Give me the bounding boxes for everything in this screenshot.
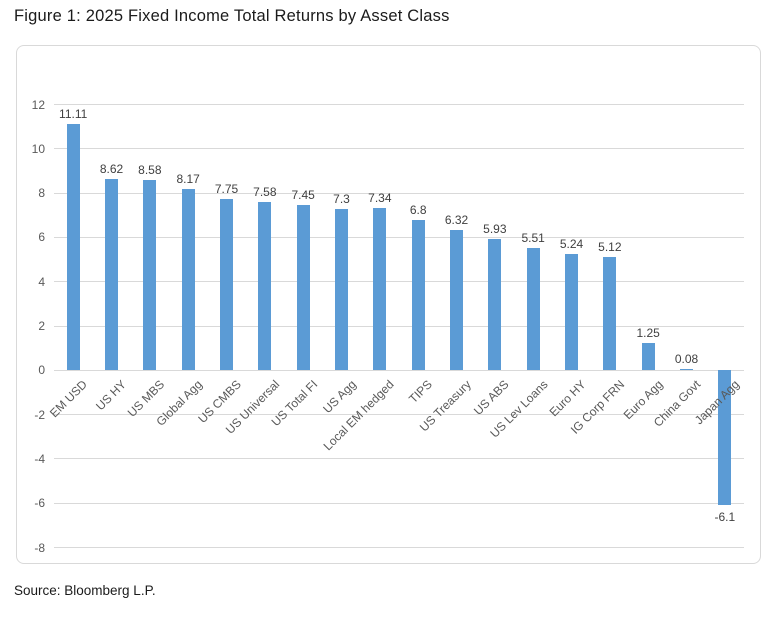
data-label: 8.58: [138, 163, 162, 178]
bar-local-em-hedged: [373, 207, 387, 371]
data-label: 5.93: [483, 221, 507, 236]
data-label: 8.62: [99, 162, 124, 177]
data-label: 7.58: [253, 185, 277, 200]
y-axis-tick-label: 6: [38, 230, 45, 245]
gridline: [54, 458, 744, 460]
data-label: 5.51: [521, 231, 545, 246]
bar-us-treasury: [450, 230, 463, 371]
y-axis-tick-label: -8: [34, 540, 45, 555]
data-label: 11.11: [59, 107, 88, 122]
x-axis-category-label: US HY: [92, 377, 129, 414]
bar-china-govt: [680, 368, 693, 371]
gridline: [54, 281, 744, 283]
data-label: 7.45: [291, 188, 315, 203]
y-axis-tick-label: 8: [38, 186, 45, 201]
data-label: 1.25: [636, 325, 660, 340]
data-label: -6.1: [714, 510, 736, 525]
bar-japan-agg: [718, 370, 732, 506]
data-label: 6.8: [409, 202, 427, 217]
data-label: 7.75: [214, 181, 239, 196]
data-label: 5.12: [598, 239, 622, 254]
bar-us-agg: [335, 208, 348, 371]
bar-em-usd: [66, 124, 80, 371]
bar-us-abs: [488, 238, 502, 371]
figure-title: Figure 1: 2025 Fixed Income Total Return…: [14, 7, 450, 25]
gridline: [54, 325, 744, 327]
y-axis-tick-label: -4: [34, 451, 45, 466]
data-label: 0.08: [674, 351, 699, 366]
bar-us-hy: [105, 179, 118, 371]
gridline: [54, 192, 744, 194]
bar-us-lev-loans: [526, 248, 540, 371]
y-axis-tick-label: -2: [34, 407, 45, 422]
data-label: 7.3: [333, 191, 350, 206]
source-note: Source: Bloomberg L.P.: [14, 583, 156, 598]
gridline: [54, 414, 744, 416]
gridline: [54, 502, 744, 504]
gridline: [54, 104, 744, 105]
gridline: [54, 547, 744, 548]
bar-us-mbs: [143, 180, 157, 371]
y-axis-tick-label: 12: [31, 97, 45, 112]
gridline: [54, 236, 744, 238]
y-axis-tick-label: 0: [38, 363, 45, 378]
data-label: 8.17: [176, 172, 200, 187]
gridline: [54, 148, 744, 150]
bar-global-agg: [181, 189, 195, 371]
y-axis-tick-label: 10: [31, 141, 45, 156]
bar-ig-corp-frn: [603, 256, 617, 371]
bar-us-universal: [258, 202, 272, 371]
chart-area: 12 10 8 6 4 2 0 -2 -4 -6 -8 11.11 EM USD 8.62 US HY 8.5…: [16, 45, 761, 564]
data-label: 5.24: [559, 237, 584, 252]
x-axis-category-label: TIPS: [406, 377, 436, 407]
bar-us-total-fi: [296, 205, 310, 371]
bar-us-cmbs: [220, 198, 233, 371]
data-label: 7.34: [368, 190, 392, 205]
bar-tips: [411, 219, 425, 371]
bar-euro-agg: [641, 342, 655, 371]
x-axis-category-label: Local EM hedged: [321, 377, 398, 454]
y-axis-tick-label: 2: [38, 319, 45, 333]
y-axis-tick-label: 4: [38, 274, 45, 289]
y-axis-tick-label: -6: [34, 496, 45, 511]
plot-area: 12 10 8 6 4 2 0 -2 -4 -6 -8 11.11 EM USD 8.62 US HY 8.5…: [17, 46, 760, 563]
bar-euro-hy: [565, 254, 578, 371]
data-label: 6.32: [444, 213, 469, 228]
gridline: [54, 369, 744, 371]
